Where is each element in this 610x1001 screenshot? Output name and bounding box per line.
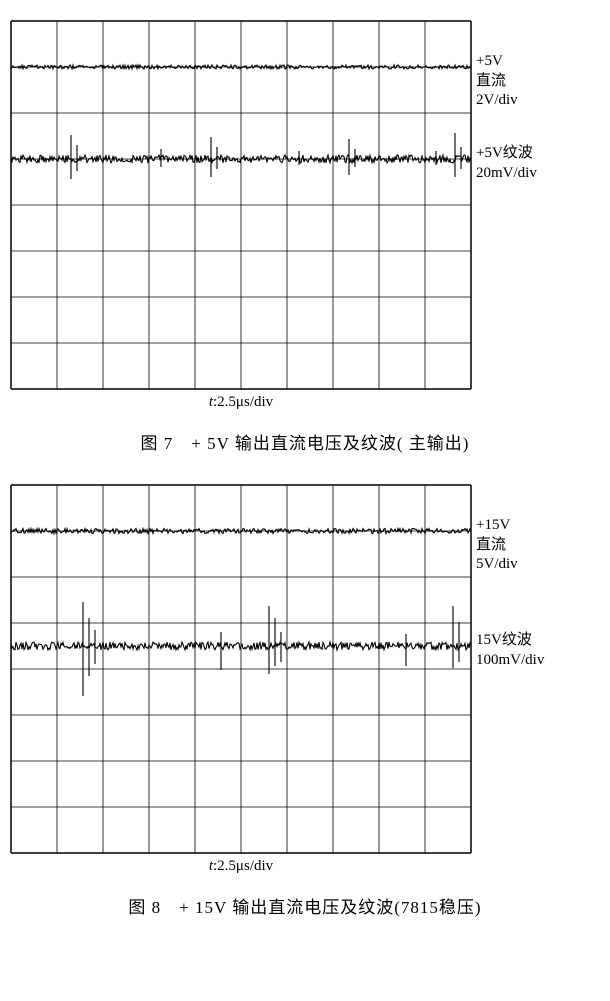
trace-label-line2: 100mV/div (476, 651, 544, 671)
oscilloscope-grid (10, 20, 472, 390)
trace-label-line1: +5V纹波 (476, 144, 537, 164)
trace-labels: +5V直流2V/div+5V纹波20mV/div (472, 20, 476, 390)
trace-label-line2: 20mV/div (476, 164, 537, 184)
trace-label-group: 15V纹波100mV/div (476, 631, 544, 670)
time-axis-value: :2.5μs/div (213, 858, 273, 874)
time-axis-label: t:2.5μs/div (10, 858, 472, 875)
scope-area: +15V直流5V/div 15V纹波100mV/div (10, 484, 600, 854)
trace-label-group: +15V直流5V/div (476, 516, 518, 575)
trace-label-group: +5V直流2V/div (476, 52, 518, 111)
figure-caption: 图 7 + 5V 输出直流电压及纹波( 主输出) (10, 429, 600, 454)
trace-label-line2: 2V/div (476, 91, 518, 111)
figure-caption: 图 8 + 15V 输出直流电压及纹波(7815稳压) (10, 893, 600, 918)
figure-block: +5V直流2V/div +5V纹波20mV/div t:2.5μs/div 图 7 +… (10, 20, 600, 454)
trace-label-line1: +5V直流 (476, 52, 518, 91)
time-axis-label: t:2.5μs/div (10, 394, 472, 411)
trace-labels: +15V直流5V/div15V纹波100mV/div (472, 484, 476, 854)
trace-label-line1: +15V直流 (476, 516, 518, 555)
figure-block: +15V直流5V/div 15V纹波100mV/div t:2.5μs/div 图 8… (10, 484, 600, 918)
oscilloscope-grid (10, 484, 472, 854)
trace-label-group: +5V纹波20mV/div (476, 144, 537, 183)
scope-area: +5V直流2V/div +5V纹波20mV/div (10, 20, 600, 390)
trace-label-line1: 15V纹波 (476, 631, 544, 651)
time-axis-value: :2.5μs/div (213, 394, 273, 410)
trace-label-line2: 5V/div (476, 555, 518, 575)
